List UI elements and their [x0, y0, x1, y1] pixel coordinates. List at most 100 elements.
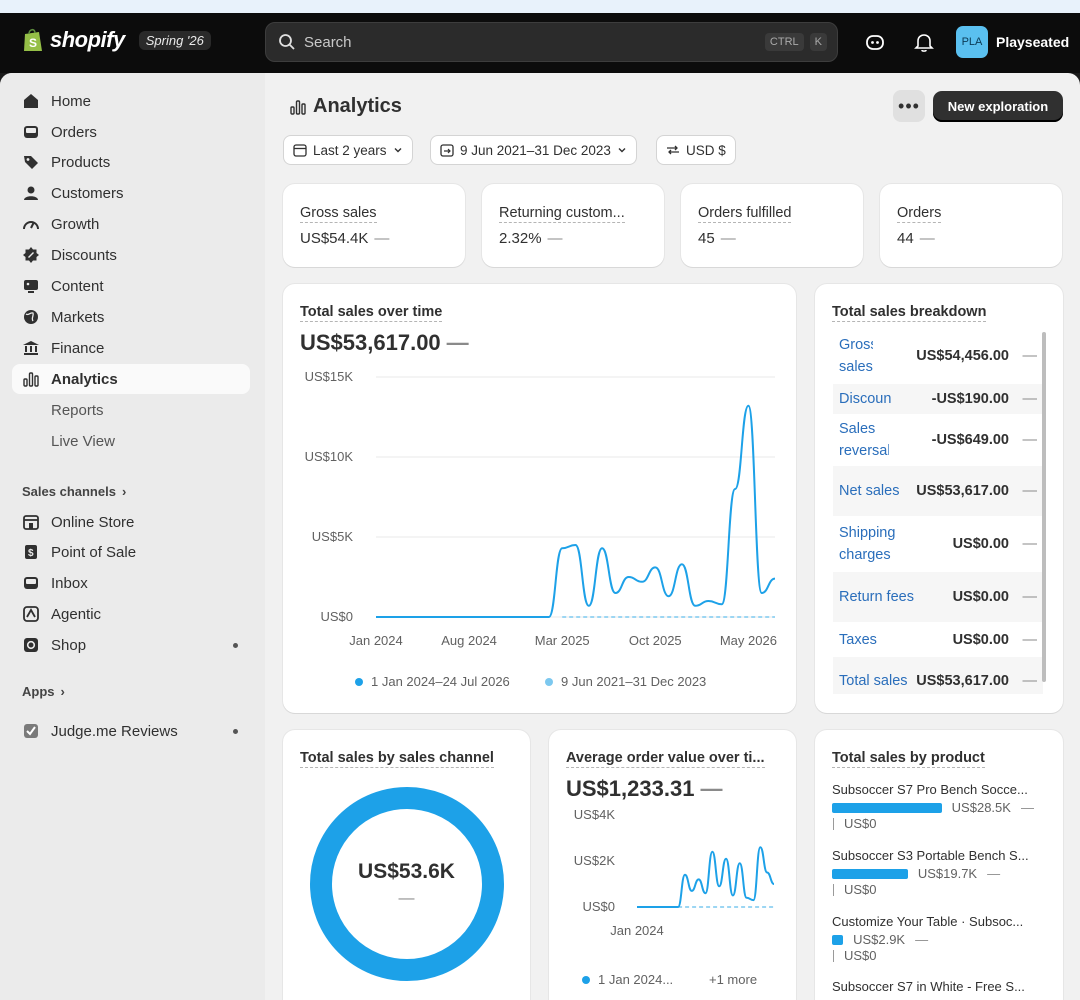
breakdown-list: Gross sales US$54,456.00 — Discounts -US$190…: [833, 332, 1043, 694]
sidebar-item-judge-me-reviews[interactable]: Judge.me Reviews: [12, 716, 250, 746]
breakdown-label[interactable]: Sales reversals: [839, 421, 889, 459]
admin-body: Home Orders Products Customers Growth Discoun…: [0, 73, 1080, 1000]
breakdown-label[interactable]: Shipping charges: [839, 525, 896, 563]
product-row[interactable]: Subsoccer S3 Portable Bench S... US$19.7K…: [832, 848, 1047, 897]
sales-breakdown-card[interactable]: Total sales breakdown Gross sales US$54,4…: [815, 284, 1063, 713]
breakdown-row[interactable]: Shipping charges US$0.00 —: [833, 519, 1043, 569]
sidebar-item-label: Markets: [51, 308, 105, 326]
sidebar-item-finance[interactable]: Finance: [12, 333, 250, 363]
sidebar-item-label: Point of Sale: [51, 543, 137, 561]
sales-by-channel-card[interactable]: Total sales by sales channel US$53.6K —: [283, 730, 530, 1000]
breakdown-label[interactable]: Taxes: [839, 632, 877, 648]
by-channel-title[interactable]: Total sales by sales channel: [300, 750, 494, 768]
metric-label[interactable]: Orders: [897, 205, 942, 223]
sidebar-item-label: Judge.me Reviews: [51, 722, 178, 740]
product-row[interactable]: Subsoccer S7 in White - Free S...: [832, 979, 1047, 994]
sidebar-item-customers[interactable]: Customers: [12, 178, 250, 208]
sales-line-chart[interactable]: US$0 US$5K US$10K US$15K Jan 2024 Aug 2024 Mar…: [283, 364, 796, 664]
metric-value: 44—: [897, 230, 935, 247]
gauge-icon: [22, 215, 40, 233]
breakdown-row[interactable]: Total sales US$53,617.00 —: [833, 657, 1043, 694]
date-range-filter[interactable]: Last 2 years: [283, 135, 413, 165]
sidebar-item-analytics[interactable]: Analytics: [12, 364, 250, 394]
metric-card-orders-fulfilled[interactable]: Orders fulfilled 45—: [681, 184, 863, 267]
sidebar-item-growth[interactable]: Growth: [12, 209, 250, 239]
breakdown-value: US$0.00: [952, 589, 1009, 605]
product-name[interactable]: Subsoccer S3 Portable Bench S...: [832, 848, 1029, 863]
edition-badge[interactable]: Spring '26: [138, 30, 211, 50]
bell-icon[interactable]: [913, 31, 935, 53]
new-exploration-button[interactable]: New exploration: [933, 91, 1063, 122]
channel-donut-chart[interactable]: [283, 780, 530, 1000]
product-bar[interactable]: [832, 934, 844, 945]
breakdown-row[interactable]: Net sales US$53,617.00 —: [833, 466, 1043, 516]
sales-legend-compare[interactable]: 9 Jun 2021–31 Dec 2023: [545, 674, 706, 689]
breakdown-label[interactable]: Discounts: [839, 391, 891, 407]
more-actions-button[interactable]: •••: [893, 90, 925, 122]
breakdown-row[interactable]: Taxes US$0.00 —: [833, 625, 1043, 655]
by-product-title[interactable]: Total sales by product: [832, 750, 985, 768]
breakdown-row[interactable]: Discounts -US$190.00 —: [833, 384, 1043, 414]
product-name[interactable]: Subsoccer S7 in White - Free S...: [832, 979, 1025, 994]
aov-legend-more[interactable]: +1 more: [709, 972, 758, 987]
chart-icon: [22, 370, 40, 388]
breakdown-label[interactable]: Total sales: [839, 673, 908, 689]
sidebar-item-orders[interactable]: Orders: [12, 117, 250, 147]
metric-card-gross-sales[interactable]: Gross sales US$54.4K —: [283, 184, 465, 267]
breakdown-title[interactable]: Total sales breakdown: [832, 304, 987, 322]
metric-label[interactable]: Returning custom...: [499, 205, 625, 223]
shopify-logo[interactable]: S shopify Spring '26: [22, 27, 211, 53]
sidebar-item-inbox[interactable]: Inbox: [12, 568, 250, 598]
metric-card-orders[interactable]: Orders 44—: [880, 184, 1062, 267]
product-bar[interactable]: [832, 802, 942, 813]
sidebar-item-agentic[interactable]: Agentic: [12, 599, 250, 629]
breakdown-label[interactable]: Gross sales: [839, 337, 873, 375]
sidebar-item-products[interactable]: Products: [12, 147, 250, 177]
breakdown-label[interactable]: Net sales: [839, 483, 900, 499]
aov-card[interactable]: Average order value over ti... US$1,233.…: [549, 730, 796, 1000]
sales-over-time-card[interactable]: Total sales over time US$53,617.00— US$0…: [283, 284, 796, 713]
compare-range-filter[interactable]: 9 Jun 2021–31 Dec 2023: [430, 135, 637, 165]
sidebar-item-online-store[interactable]: Online Store: [12, 507, 250, 537]
breakdown-row[interactable]: Gross sales US$54,456.00 —: [833, 332, 1043, 380]
sidekick-icon[interactable]: [864, 31, 886, 53]
sidebar-item-point-of-sale[interactable]: $ Point of Sale: [12, 537, 250, 567]
sidebar-item-home[interactable]: Home: [12, 86, 250, 116]
product-name[interactable]: Customize Your Table · Subsoc...: [832, 914, 1024, 929]
sidebar-item-label: Home: [51, 92, 92, 110]
aov-title[interactable]: Average order value over ti...: [566, 750, 765, 768]
metric-card-returning-custom-[interactable]: Returning custom... 2.32% —: [482, 184, 664, 267]
product-row[interactable]: Subsoccer S7 Pro Bench Socce... US$28.5K —…: [832, 782, 1047, 831]
sidebar-item-content[interactable]: Content: [12, 271, 250, 301]
breakdown-scrollbar[interactable]: [1042, 332, 1046, 682]
sidebar-item-reports[interactable]: Reports: [12, 395, 250, 425]
metric-label[interactable]: Orders fulfilled: [698, 205, 792, 223]
breakdown-row[interactable]: Sales reversals -US$649.00 —: [833, 416, 1043, 464]
breakdown-value: -US$649.00: [931, 432, 1009, 448]
search-bar[interactable]: Search CTRL K: [265, 22, 838, 62]
account-menu[interactable]: PLA Playseated: [956, 26, 1069, 58]
metric-label[interactable]: Gross sales: [300, 205, 377, 223]
sales-legend-primary[interactable]: 1 Jan 2024–24 Jul 2026: [355, 674, 510, 689]
sidebar-item-discounts[interactable]: Discounts: [12, 240, 250, 270]
currency-filter[interactable]: USD $: [656, 135, 736, 165]
product-name[interactable]: Subsoccer S7 Pro Bench Socce...: [832, 782, 1028, 797]
sales-channels-header[interactable]: Sales channels ›: [22, 484, 126, 499]
sidebar-item-shop[interactable]: Shop: [12, 630, 250, 660]
breakdown-row[interactable]: Return fees US$0.00 —: [833, 572, 1043, 622]
store-name: Playseated: [996, 34, 1070, 50]
product-bar[interactable]: [832, 868, 908, 879]
page-title-text: Analytics: [313, 95, 402, 117]
sales-over-time-title[interactable]: Total sales over time: [300, 304, 443, 322]
sidebar-item-markets[interactable]: Markets: [12, 302, 250, 332]
sales-by-product-card[interactable]: Total sales by product Subsoccer S7 Pro …: [815, 730, 1063, 1000]
inbox-icon: [22, 123, 40, 141]
sidebar-item-label: Live View: [51, 432, 115, 450]
image-icon: [22, 277, 40, 295]
apps-header[interactable]: Apps ›: [22, 684, 65, 699]
aov-legend-primary[interactable]: 1 Jan 2024...: [582, 972, 673, 987]
sidebar-item-live-view[interactable]: Live View: [12, 426, 250, 456]
breakdown-label[interactable]: Return fees: [839, 589, 914, 605]
product-row[interactable]: Customize Your Table · Subsoc... US$2.9K —…: [832, 914, 1047, 963]
aov-line-chart[interactable]: US$0 US$2K US$4K Jan 2024: [549, 810, 796, 950]
